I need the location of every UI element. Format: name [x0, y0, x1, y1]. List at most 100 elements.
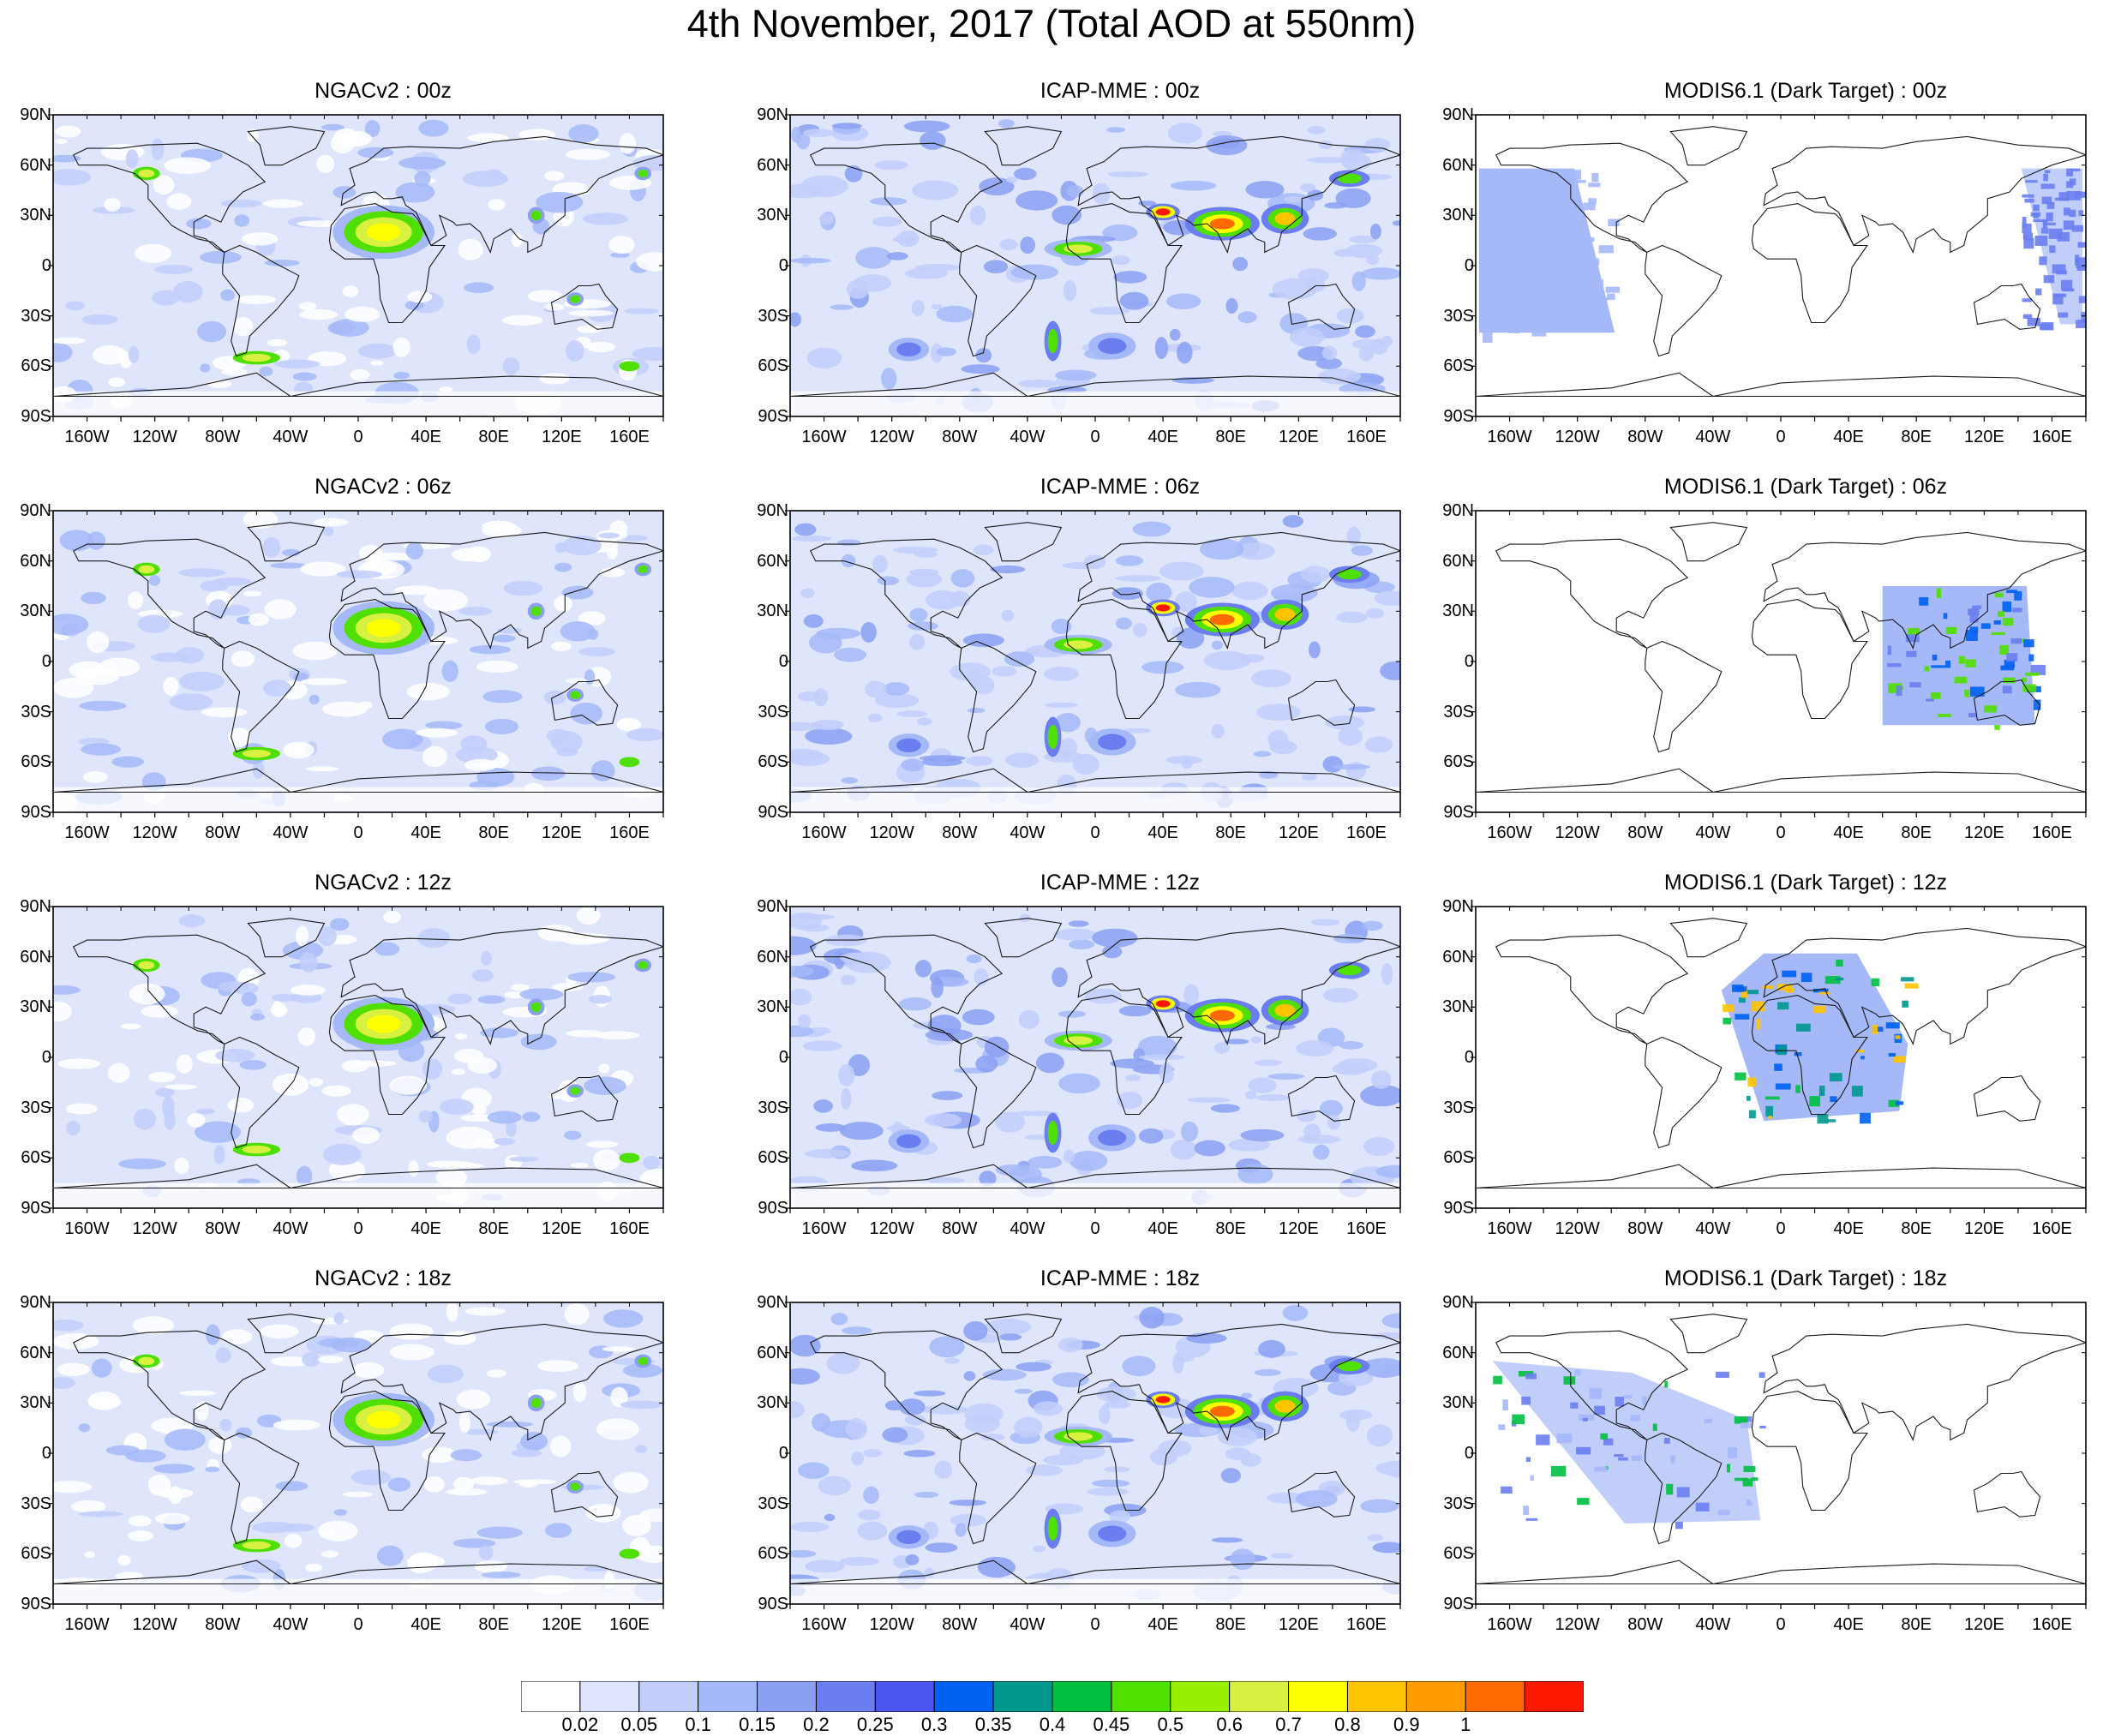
latitude-label: 30S: [1443, 702, 1474, 721]
longitude-label: 80E: [478, 1219, 510, 1238]
longitude-label: 80E: [1901, 428, 1932, 446]
longitude-label: 0: [1090, 1615, 1100, 1634]
map-plot: [785, 114, 1401, 422]
colorbar-tick-label: 0.8: [1334, 1714, 1361, 1735]
longitude-label: 120E: [541, 1615, 582, 1634]
latitude-label: 0: [41, 652, 51, 671]
latitude-label: 0: [1464, 1048, 1474, 1067]
longitude-label: 120E: [1963, 1615, 2004, 1634]
colorbar-tick-label: 0.5: [1157, 1714, 1184, 1735]
longitude-label: 40E: [1147, 1615, 1178, 1634]
colorbar-tick-label: 0.05: [620, 1714, 658, 1735]
map-panel: MODIS6.1 (Dark Target) : 00z 90N 60N 30N 0 30…: [1423, 77, 2087, 454]
panel-title: ICAP-MME : 00z: [1040, 79, 1201, 103]
longitude-label: 120W: [1555, 823, 1600, 842]
latitude-label: 90S: [21, 803, 51, 822]
latitude-label: 0: [41, 256, 51, 275]
colorbar-tick-label: 0.45: [1093, 1714, 1130, 1735]
latitude-label: 30S: [21, 1494, 51, 1513]
map-plot: [48, 114, 664, 422]
latitude-label: 90S: [758, 1595, 788, 1613]
longitude-label: 80W: [942, 823, 978, 842]
longitude-label: 120E: [541, 428, 582, 446]
latitude-label: 90S: [21, 1199, 51, 1218]
longitude-label: 80E: [1215, 428, 1247, 446]
map-plot: [1471, 906, 2087, 1213]
latitude-label: 90S: [1443, 1199, 1474, 1218]
longitude-label: 40W: [1010, 1219, 1046, 1238]
longitude-label: 120W: [1555, 1219, 1600, 1238]
latitude-label: 30S: [21, 1098, 51, 1117]
colorbar-tick-label: 0.25: [856, 1714, 894, 1735]
latitude-label: 60N: [1442, 551, 1474, 571]
latitude-label: 90N: [757, 501, 788, 520]
latitude-label: 0: [41, 1048, 51, 1067]
latitude-label: 30N: [1442, 206, 1474, 225]
latitude-label: 90N: [757, 105, 788, 124]
longitude-label: 120W: [132, 1615, 177, 1634]
longitude-label: 40E: [410, 428, 441, 446]
colorbar-tick-label: 0.4: [1039, 1714, 1066, 1735]
longitude-label: 160E: [609, 823, 650, 842]
colorbar-tick-label: 0.2: [803, 1714, 830, 1735]
latitude-label: 30S: [758, 306, 788, 326]
main-title: 4th November, 2017 (Total AOD at 550nm): [686, 2, 1417, 45]
map-plot: [48, 510, 664, 817]
latitude-label: 60S: [758, 1544, 788, 1564]
panel-title: MODIS6.1 (Dark Target) : 06z: [1663, 475, 1948, 499]
longitude-label: 40W: [1695, 1615, 1731, 1634]
map-plot: [1471, 1302, 2087, 1609]
longitude-label: 80W: [942, 1219, 978, 1238]
latitude-label: 0: [778, 1444, 788, 1463]
longitude-label: 160W: [801, 428, 847, 446]
longitude-label: 80E: [478, 1615, 510, 1634]
longitude-label: 80W: [942, 1615, 978, 1634]
latitude-label: 30N: [757, 206, 788, 225]
longitude-label: 40W: [273, 1615, 309, 1634]
longitude-label: 40W: [1695, 823, 1731, 842]
longitude-label: 40E: [1833, 428, 1864, 446]
longitude-label: 160E: [2032, 1219, 2072, 1238]
latitude-label: 90N: [20, 1293, 51, 1312]
colorbar-tick-label: 0.7: [1275, 1714, 1302, 1735]
longitude-label: 0: [353, 1615, 363, 1634]
latitude-label: 90N: [757, 1293, 788, 1312]
longitude-label: 160E: [609, 428, 650, 446]
longitude-label: 0: [1090, 428, 1100, 446]
longitude-label: 40W: [273, 1219, 309, 1238]
latitude-label: 90N: [20, 105, 51, 124]
latitude-label: 60N: [1442, 1343, 1474, 1362]
longitude-label: 40E: [410, 823, 441, 842]
longitude-label: 40E: [1833, 823, 1864, 842]
longitude-label: 120E: [1278, 428, 1319, 446]
latitude-label: 30N: [20, 997, 51, 1017]
colorbar-segment: [1111, 1681, 1171, 1712]
latitude-label: 60N: [20, 1343, 51, 1362]
longitude-label: 160W: [64, 428, 110, 446]
latitude-label: 60N: [757, 551, 788, 571]
longitude-label: 40E: [1833, 1219, 1864, 1238]
longitude-label: 40W: [1695, 1219, 1731, 1238]
longitude-label: 0: [353, 428, 363, 446]
latitude-label: 90S: [758, 803, 788, 822]
latitude-label: 0: [41, 1444, 51, 1463]
map-plot: [48, 1302, 664, 1609]
colorbar-segment: [521, 1681, 581, 1712]
colorbar-tick-label: 0.9: [1393, 1714, 1420, 1735]
longitude-label: 80E: [1901, 823, 1932, 842]
latitude-label: 60N: [757, 947, 788, 967]
latitude-label: 30N: [20, 602, 51, 621]
longitude-label: 120W: [1555, 428, 1600, 446]
longitude-label: 0: [1776, 823, 1786, 842]
map-panel: ICAP-MME : 12z 90N 60N 30N 0 30S 60S 90S 160W 120…: [737, 869, 1401, 1246]
longitude-label: 120E: [1963, 428, 2004, 446]
colorbar-segment: [1288, 1681, 1348, 1712]
latitude-label: 90S: [1443, 1595, 1474, 1613]
latitude-label: 30S: [1443, 1494, 1474, 1513]
longitude-label: 80W: [1627, 428, 1663, 446]
panel-title: NGACv2 : 00z: [315, 79, 452, 103]
colorbar: [521, 1681, 1584, 1712]
latitude-label: 60S: [21, 356, 51, 376]
longitude-label: 160E: [2032, 823, 2072, 842]
longitude-label: 80W: [205, 823, 241, 842]
